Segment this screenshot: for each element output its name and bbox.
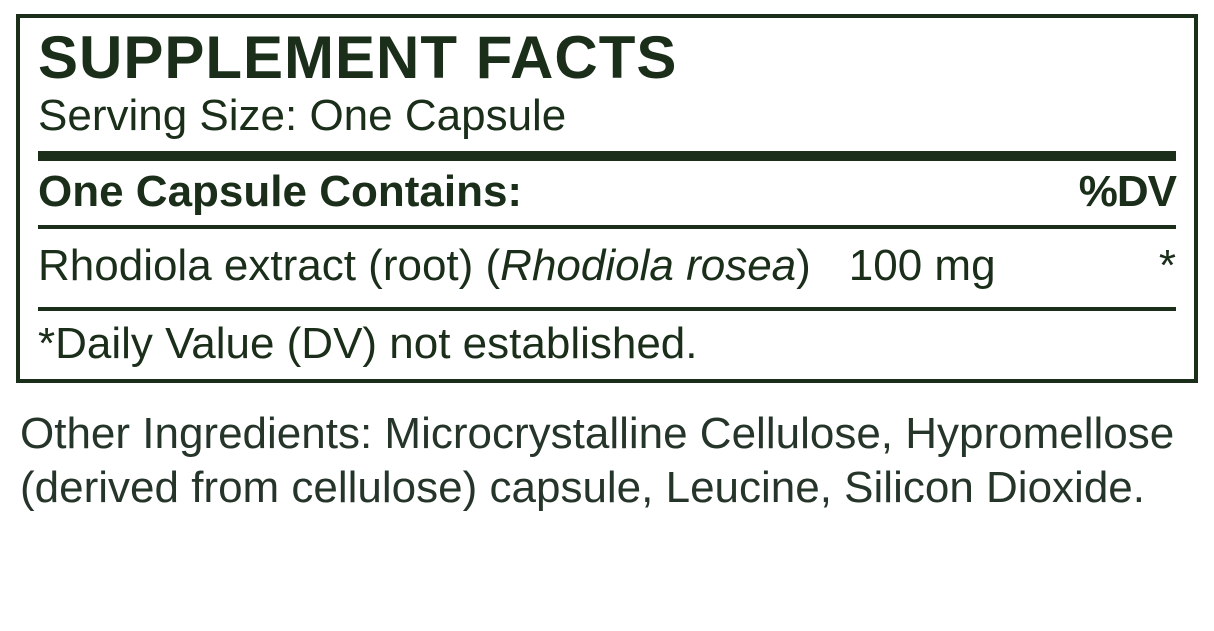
ingredient-amount: 100 mg bbox=[839, 241, 996, 291]
ingredient-name: Rhodiola extract (root) (Rhodiola rosea) bbox=[38, 241, 811, 291]
supplement-facts-panel: SUPPLEMENT FACTS Serving Size: One Capsu… bbox=[16, 14, 1198, 383]
dv-column-label: %DV bbox=[1079, 167, 1176, 217]
thin-divider bbox=[38, 307, 1176, 311]
ingredient-scientific-name: Rhodiola rosea bbox=[500, 241, 796, 290]
ingredient-dv: * bbox=[1159, 241, 1176, 291]
ingredient-row: Rhodiola extract (root) (Rhodiola rosea)… bbox=[38, 235, 1176, 299]
panel-title: SUPPLEMENT FACTS bbox=[38, 26, 1176, 89]
contains-label: One Capsule Contains: bbox=[38, 167, 522, 217]
thin-divider bbox=[38, 225, 1176, 229]
thick-divider bbox=[38, 151, 1176, 161]
other-ingredients: Other Ingredients: Microcrystalline Cell… bbox=[16, 407, 1198, 514]
serving-size: Serving Size: One Capsule bbox=[38, 91, 1176, 141]
dv-footnote: *Daily Value (DV) not established. bbox=[38, 317, 1176, 369]
column-header-row: One Capsule Contains: %DV bbox=[38, 167, 1176, 217]
ingredient-name-prefix: Rhodiola extract (root) ( bbox=[38, 241, 500, 290]
ingredient-name-suffix: ) bbox=[796, 241, 811, 290]
